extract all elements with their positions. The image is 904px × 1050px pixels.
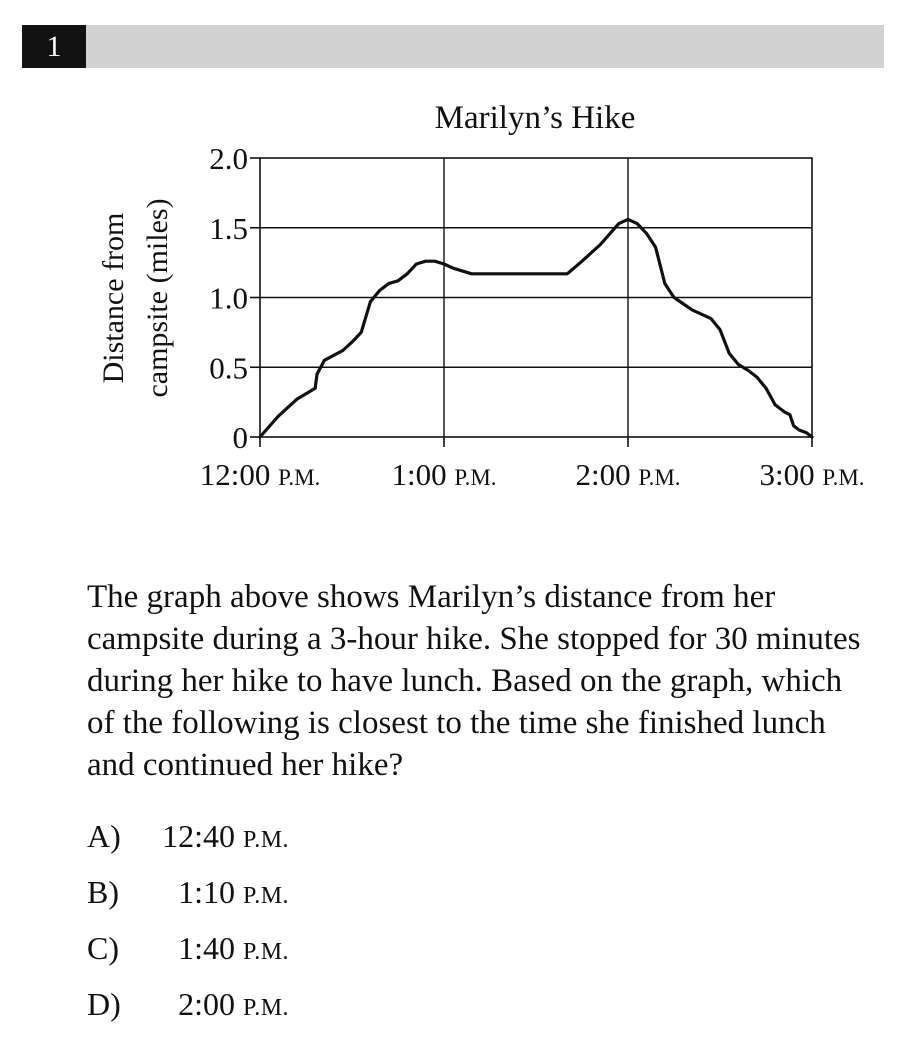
answer-choice-b[interactable]: B) 1:10 P.M. — [87, 870, 289, 926]
answer-choices: A) 12:40 P.M. B) 1:10 P.M. C) 1:40 P.M. D) 2… — [87, 814, 289, 1038]
choice-letter: A) — [87, 818, 121, 854]
choice-time: 2:00 — [178, 986, 235, 1022]
choice-letter: C) — [87, 930, 119, 966]
answer-choice-d[interactable]: D) 2:00 P.M. — [87, 982, 289, 1038]
grid — [259, 157, 813, 438]
choice-suffix: P.M. — [243, 995, 290, 1021]
choice-letter: D) — [87, 986, 121, 1022]
x-tick-label: 3:00 P.M. — [759, 457, 864, 492]
series-layer — [258, 217, 814, 439]
choice-suffix: P.M. — [243, 883, 290, 909]
y-axis-label: Distance from campsite (miles) — [97, 198, 174, 397]
series-line — [258, 217, 814, 439]
answer-choice-c[interactable]: C) 1:40 P.M. — [87, 926, 289, 982]
hike-chart: Marilyn’s Hike Distance from campsite (m… — [97, 100, 865, 492]
axis-ticks: 0 0.5 1.0 1.5 2.0 12:00 P.M. 1:00 P.M. 2:00 P.M… — [200, 141, 865, 492]
choice-letter: B) — [87, 874, 119, 910]
y-tick-label: 1.5 — [209, 211, 248, 246]
question-header-bar: 1 — [22, 25, 884, 68]
question-text: The graph above shows Marilyn’s distance… — [87, 579, 861, 783]
answer-choice-a[interactable]: A) 12:40 P.M. — [87, 814, 289, 870]
chart-title: Marilyn’s Hike — [435, 100, 636, 136]
choice-suffix: P.M. — [243, 827, 290, 853]
x-tick-label: 2:00 P.M. — [575, 457, 680, 492]
y-tick-label: 0.5 — [209, 350, 248, 385]
x-tick-label: 12:00 P.M. — [200, 457, 321, 492]
choice-time: 1:10 — [178, 874, 235, 910]
question-number: 1 — [22, 25, 86, 68]
y-tick-label: 0 — [233, 420, 249, 455]
choice-time: 12:40 — [162, 818, 235, 854]
y-tick-label: 2.0 — [209, 141, 248, 176]
y-tick-label: 1.0 — [209, 281, 248, 316]
y-axis-label-line-2: campsite (miles) — [141, 198, 174, 397]
choice-time: 1:40 — [178, 930, 235, 966]
x-tick-label: 1:00 P.M. — [391, 457, 496, 492]
y-axis-label-line-1: Distance from — [97, 213, 130, 384]
choice-suffix: P.M. — [243, 939, 290, 965]
